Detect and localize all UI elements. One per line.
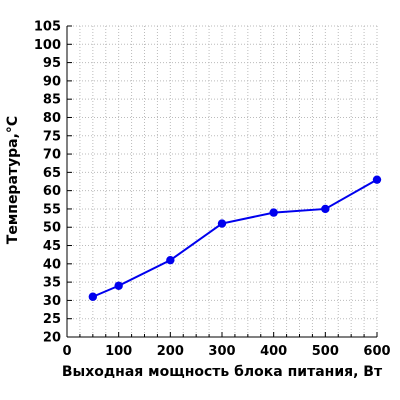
y-tick-label: 105	[34, 20, 61, 35]
y-tick-label: 90	[43, 74, 61, 89]
y-tick-label: 95	[43, 56, 61, 71]
series	[88, 175, 382, 301]
axes	[66, 25, 378, 338]
y-tick-label: 45	[43, 239, 61, 254]
y-tick-label: 75	[43, 129, 61, 144]
x-tick-label: 200	[157, 344, 184, 359]
data-point	[166, 255, 175, 265]
x-tick-label: 100	[105, 344, 132, 359]
y-tick-label: 80	[43, 111, 61, 126]
y-tick-label: 40	[43, 257, 61, 272]
x-tick-label: 0	[62, 344, 71, 359]
x-tick-label: 400	[260, 344, 287, 359]
x-tick-label: 600	[363, 344, 390, 359]
y-tick-label: 60	[43, 184, 61, 199]
data-point	[88, 292, 98, 301]
y-tick-label: 35	[43, 276, 61, 291]
y-tick-label: 30	[43, 294, 61, 309]
y-tick-label: 25	[43, 312, 61, 327]
data-point	[217, 219, 227, 228]
data-point	[269, 208, 278, 217]
y-tick-label: 100	[34, 38, 61, 53]
x-tick-labels: 0 100 200 300 400 500 600	[62, 344, 390, 359]
y-tick-label: 65	[43, 166, 61, 181]
x-tick-label: 300	[208, 344, 235, 359]
grid	[67, 25, 378, 337]
y-tick-label: 20	[43, 331, 61, 346]
data-point	[114, 281, 123, 290]
data-point	[321, 204, 330, 214]
y-tick-label: 85	[43, 93, 61, 108]
x-tick-label: 500	[312, 344, 339, 359]
y-axis-label: Температура,°C	[5, 116, 21, 244]
data-point	[372, 175, 382, 184]
y-tick-labels: 20 25 30 35 40 45 50 55 60 65 70 75 80 85 90 95 100 105	[34, 20, 61, 346]
y-tick-label: 55	[43, 202, 61, 217]
y-tick-label: 70	[43, 148, 61, 163]
x-axis-label: Выходная мощность блока питания, Вт	[62, 364, 383, 380]
y-tick-label: 50	[43, 221, 61, 236]
